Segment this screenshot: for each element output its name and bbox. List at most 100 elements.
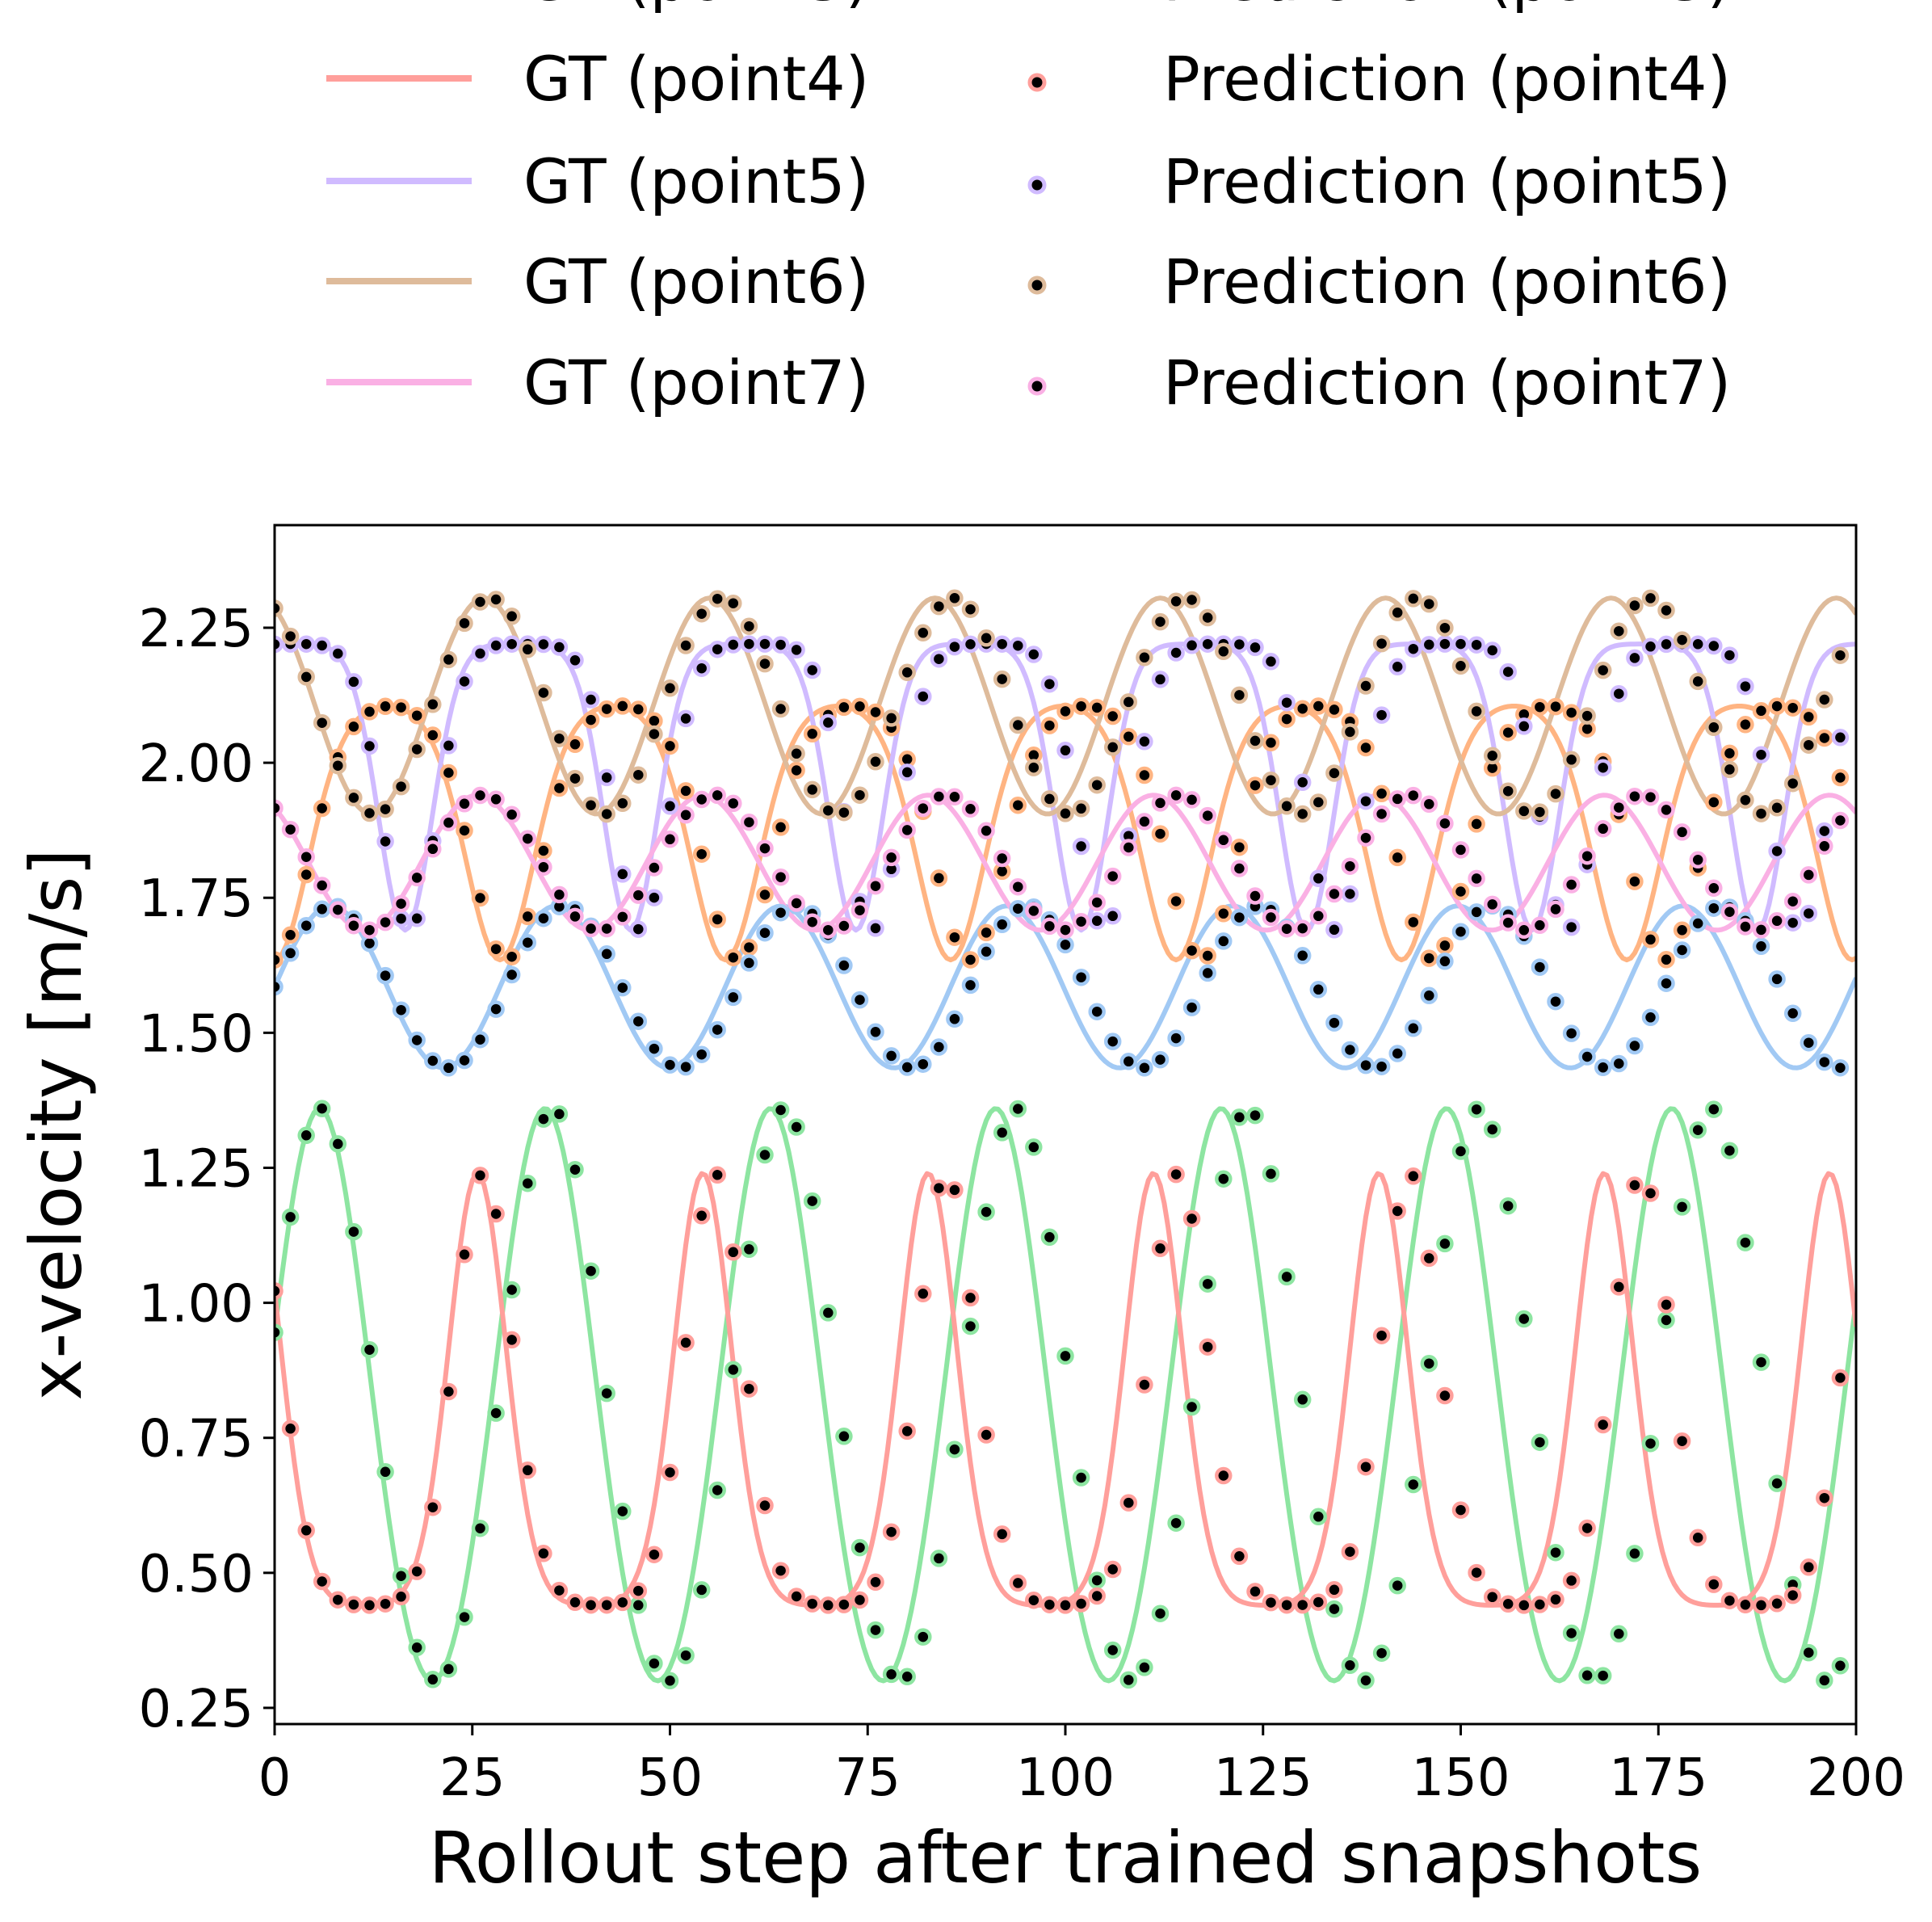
- prediction-point-point7: [819, 921, 838, 939]
- prediction-point-point6: [708, 590, 726, 608]
- prediction-point-point1: [1547, 1543, 1564, 1562]
- prediction-point-point5: [1341, 885, 1359, 903]
- prediction-point-point3: [456, 1051, 473, 1070]
- prediction-point-point1: [1451, 1142, 1470, 1160]
- prediction-point-point1: [645, 1655, 663, 1672]
- prediction-point-point6: [1499, 782, 1517, 800]
- prediction-point-point5: [1325, 921, 1343, 939]
- prediction-point-point2: [1056, 702, 1074, 721]
- prediction-point-point7: [1372, 805, 1391, 823]
- prediction-point-point1: [456, 1608, 473, 1626]
- prediction-point-point5: [1515, 717, 1533, 735]
- prediction-point-point1: [1594, 1667, 1612, 1684]
- prediction-point-point4: [1515, 1596, 1533, 1614]
- prediction-point-point5: [961, 635, 980, 654]
- prediction-point-point4: [1262, 1593, 1280, 1612]
- prediction-point-point6: [1119, 693, 1138, 711]
- prediction-point-point2: [788, 761, 805, 780]
- prediction-point-point1: [629, 1596, 648, 1614]
- prediction-point-point2: [1657, 951, 1675, 969]
- prediction-point-point7: [771, 868, 790, 886]
- prediction-point-point7: [1689, 851, 1707, 869]
- prediction-point-point3: [1783, 1004, 1802, 1023]
- prediction-point-point3: [1641, 1008, 1660, 1027]
- prediction-point-point1: [1705, 1100, 1723, 1118]
- plot-series-layer: [275, 589, 1856, 1690]
- legend-gt-label-point3: GT (point3): [523, 0, 869, 15]
- prediction-point-point5: [692, 659, 711, 677]
- prediction-point-point2: [424, 726, 442, 744]
- prediction-point-point7: [1119, 839, 1138, 856]
- prediction-point-point4: [1215, 1466, 1233, 1485]
- prediction-point-point5: [645, 889, 663, 906]
- prediction-point-point5: [993, 635, 1011, 653]
- x-tick-label: 100: [1016, 1748, 1115, 1808]
- prediction-point-point3: [471, 1030, 489, 1049]
- prediction-point-point4: [502, 1331, 521, 1349]
- prediction-point-point7: [1325, 885, 1343, 903]
- prediction-point-point3: [424, 1052, 442, 1070]
- prediction-point-point1: [1436, 1234, 1454, 1253]
- prediction-point-point6: [345, 789, 363, 807]
- prediction-point-point1: [1626, 1545, 1644, 1562]
- prediction-point-point7: [661, 831, 679, 848]
- prediction-point-point2: [1167, 892, 1185, 911]
- prediction-point-point6: [1293, 805, 1312, 823]
- prediction-point-point7: [345, 916, 363, 935]
- prediction-point-point6: [1056, 805, 1074, 822]
- prediction-point-point5: [1405, 640, 1422, 658]
- prediction-point-point7: [1641, 788, 1660, 806]
- prediction-point-point2: [1420, 949, 1438, 967]
- prediction-point-point6: [1578, 707, 1596, 725]
- prediction-point-point7: [297, 847, 315, 866]
- legend-gt-label-point5: GT (point5): [523, 145, 869, 217]
- prediction-point-point7: [1025, 902, 1043, 920]
- prediction-point-point5: [1626, 649, 1644, 667]
- prediction-point-point3: [408, 1031, 426, 1049]
- prediction-point-point6: [439, 650, 458, 669]
- prediction-point-point6: [740, 617, 758, 635]
- legend-gt-label-point7: GT (point7): [523, 347, 869, 418]
- prediction-point-point7: [914, 799, 932, 818]
- prediction-point-point2: [1562, 704, 1581, 721]
- prediction-point-point2: [1088, 699, 1106, 717]
- prediction-point-point7: [1562, 876, 1581, 894]
- prediction-point-point7: [535, 858, 552, 877]
- prediction-point-point7: [275, 799, 284, 817]
- y-axis-label: x-velocity [m/s]: [15, 848, 98, 1400]
- prediction-point-point3: [1594, 1058, 1612, 1077]
- legend-pred-label-point6: Prediction (point6): [1163, 246, 1731, 318]
- prediction-point-point2: [392, 698, 410, 717]
- x-axis: 0 25 50 75 100 125 150 175 200: [258, 1724, 1905, 1808]
- prediction-point-point3: [1468, 903, 1485, 921]
- prediction-point-point7: [1499, 914, 1517, 932]
- prediction-point-point5: [566, 651, 584, 670]
- prediction-point-point2: [550, 779, 569, 797]
- prediction-point-point7: [1752, 921, 1770, 939]
- prediction-point-point5: [1293, 773, 1312, 792]
- prediction-point-point3: [661, 1056, 679, 1074]
- prediction-point-point5: [1783, 914, 1802, 932]
- prediction-point-point7: [1262, 908, 1280, 927]
- prediction-point-point4: [1800, 1558, 1818, 1576]
- prediction-point-point3: [977, 943, 995, 961]
- prediction-point-point5: [1388, 658, 1406, 676]
- prediction-point-point3: [614, 978, 632, 997]
- prediction-point-point2: [1293, 700, 1312, 717]
- prediction-point-point3: [297, 916, 315, 935]
- prediction-point-point2: [661, 737, 679, 755]
- prediction-point-point3: [850, 990, 869, 1009]
- prediction-point-point6: [1737, 791, 1754, 810]
- prediction-point-point6: [1357, 677, 1375, 695]
- prediction-point-point7: [1720, 902, 1739, 921]
- prediction-point-point1: [1673, 1198, 1691, 1216]
- prediction-point-point7: [946, 788, 964, 806]
- prediction-point-point1: [1499, 1197, 1517, 1215]
- prediction-point-point1: [724, 1361, 742, 1379]
- prediction-point-point1: [1262, 1165, 1280, 1183]
- prediction-point-point2: [1182, 941, 1201, 960]
- prediction-point-point4: [1831, 1369, 1850, 1387]
- prediction-point-point5: [930, 650, 948, 668]
- prediction-point-point4: [1040, 1596, 1059, 1613]
- prediction-point-point7: [1040, 917, 1059, 936]
